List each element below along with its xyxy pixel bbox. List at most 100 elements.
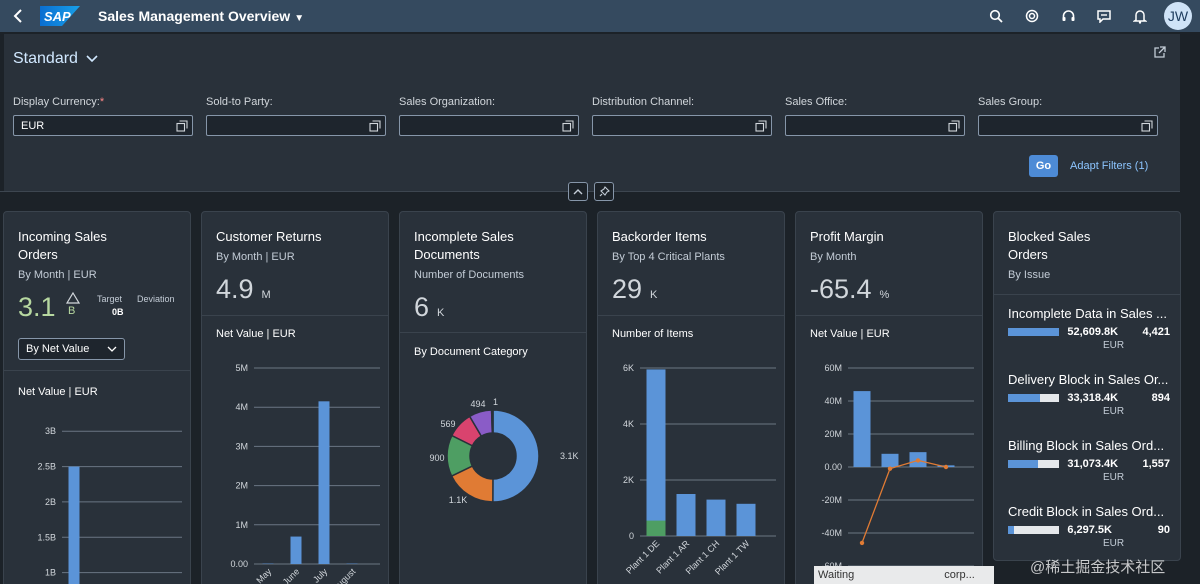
y-tick-label: 1M bbox=[235, 520, 248, 530]
bar-highlight bbox=[646, 520, 666, 536]
value-help-icon[interactable] bbox=[369, 119, 381, 132]
view-switch-dropdown[interactable]: By Net Value bbox=[18, 338, 125, 360]
bar bbox=[736, 503, 756, 536]
card-incomplete-sales-documents[interactable]: Incomplete Sales Documents Number of Doc… bbox=[399, 211, 587, 584]
returns-bar-chart: 5M 4M 3M 2M 1M 0.00 May June July August bbox=[230, 363, 380, 584]
card-blocked-sales-orders[interactable]: Blocked Sales Orders By Issue Incomplete… bbox=[993, 211, 1181, 561]
card-subtitle: By Issue bbox=[1008, 269, 1051, 281]
bar bbox=[646, 369, 666, 536]
blocked-bar bbox=[1008, 394, 1060, 402]
blocked-issue-name: Incomplete Data in Sales ... bbox=[1008, 306, 1167, 321]
blocked-list-item[interactable]: Delivery Block in Sales Or... 33,318.4K 89… bbox=[1008, 372, 1170, 417]
kpi-indicator: B bbox=[68, 305, 76, 317]
y-tick-label: 5M bbox=[235, 363, 248, 373]
pin-header-button[interactable] bbox=[594, 182, 614, 201]
bar bbox=[318, 401, 330, 564]
value-help-icon[interactable] bbox=[948, 119, 960, 132]
kpi-value-group: -65.4% bbox=[810, 274, 889, 305]
blocked-currency: EUR bbox=[1103, 472, 1125, 483]
status-bar: Waiting corp... bbox=[814, 566, 994, 584]
filter-label: Sold-to Party: bbox=[206, 96, 399, 108]
y-tick-label: 2M bbox=[235, 481, 248, 491]
chevron-up-icon bbox=[573, 189, 583, 195]
kpi-value-group: 29 K bbox=[612, 274, 657, 305]
card-subtitle: By Month bbox=[810, 251, 857, 263]
x-tick-label: August bbox=[331, 566, 358, 584]
y-tick-label: 40M bbox=[824, 396, 842, 406]
blocked-list-item[interactable]: Billing Block in Sales Ord... 31,073.4K 1,… bbox=[1008, 438, 1170, 483]
blocked-list-item[interactable]: Incomplete Data in Sales ... 52,609.8K 4,4… bbox=[1008, 306, 1170, 351]
card-title: Incoming Sales Orders bbox=[18, 229, 107, 262]
blocked-amount: 6,297.5K bbox=[1067, 524, 1112, 536]
adapt-filters-link[interactable]: Adapt Filters (1) bbox=[1070, 160, 1149, 172]
blocked-list-item[interactable]: Credit Block in Sales Ord... 6,297.5K 90 EU… bbox=[1008, 504, 1170, 549]
collapse-header-button[interactable] bbox=[568, 182, 588, 201]
feedback-button[interactable] bbox=[1086, 0, 1122, 32]
chart-title: Net Value | EUR bbox=[18, 386, 98, 398]
value-help-icon[interactable] bbox=[562, 119, 574, 132]
incoming-bar-chart: 3B 2.5B 2B 1.5B 1B bbox=[37, 426, 182, 584]
required-marker: * bbox=[99, 96, 105, 108]
filter-input[interactable]: EUR bbox=[13, 115, 193, 136]
watermark: @稀土掘金技术社区 bbox=[1030, 559, 1166, 576]
filter-label: Sales Office: bbox=[785, 96, 978, 108]
filter-input[interactable] bbox=[592, 115, 772, 136]
chevron-down-icon bbox=[107, 346, 117, 352]
filter-label-text: Sales Organization: bbox=[399, 96, 495, 108]
help-button[interactable] bbox=[1050, 0, 1086, 32]
y-tick-label: 20M bbox=[824, 429, 842, 439]
kpi-unit: M bbox=[261, 289, 271, 301]
value-help-icon[interactable] bbox=[176, 119, 188, 132]
blocked-bar-fill bbox=[1008, 328, 1060, 336]
card-incoming-sales-orders[interactable]: Incoming Sales Orders By Month | EUR 3.1… bbox=[3, 211, 191, 584]
back-button[interactable] bbox=[0, 0, 36, 32]
blocked-count: 1,557 bbox=[1142, 458, 1170, 470]
filter-input[interactable] bbox=[399, 115, 579, 136]
y-tick-label: 60M bbox=[824, 363, 842, 373]
kpi-value-group: 4.9 M bbox=[216, 274, 271, 305]
variant-selector[interactable]: Standard bbox=[13, 50, 98, 68]
filter-input[interactable] bbox=[206, 115, 386, 136]
go-button[interactable]: Go bbox=[1029, 155, 1058, 177]
filter-input[interactable] bbox=[978, 115, 1158, 136]
slice-label: 900 bbox=[429, 453, 444, 463]
chart-title: Net Value | EUR bbox=[216, 328, 296, 340]
donut-slice bbox=[490, 409, 494, 434]
blocked-amount: 33,318.4K bbox=[1067, 392, 1119, 404]
card-separator bbox=[202, 315, 388, 316]
shell-bar: SAP Sales Management Overview ▼ JW bbox=[0, 0, 1200, 32]
sap-logo[interactable]: SAP bbox=[40, 6, 80, 26]
value-help-icon[interactable] bbox=[755, 119, 767, 132]
y-tick-label: -20M bbox=[821, 495, 842, 505]
profit-line-point bbox=[943, 464, 949, 470]
search-button[interactable] bbox=[978, 0, 1014, 32]
blocked-count: 90 bbox=[1157, 524, 1170, 536]
filter-label: Display Currency:* bbox=[13, 96, 206, 108]
status-host: corp... bbox=[944, 569, 975, 581]
kpi-unit: K bbox=[437, 307, 445, 319]
app-title-menu[interactable]: Sales Management Overview ▼ bbox=[98, 8, 304, 24]
filter-input[interactable] bbox=[785, 115, 965, 136]
filter-field: Sales Office: bbox=[785, 96, 978, 136]
chart-title: By Document Category bbox=[414, 346, 528, 358]
card-customer-returns[interactable]: Customer Returns By Month | EUR 4.9 M Net… bbox=[201, 211, 389, 584]
card-backorder-items[interactable]: Backorder Items By Top 4 Critical Plants… bbox=[597, 211, 785, 584]
user-avatar[interactable]: JW bbox=[1164, 2, 1192, 30]
chart-title: Net Value | EUR bbox=[810, 328, 890, 340]
kpi-value: 4.9 bbox=[216, 274, 254, 304]
bar bbox=[881, 453, 899, 467]
notifications-button[interactable] bbox=[1122, 0, 1158, 32]
value-help-icon[interactable] bbox=[1141, 119, 1153, 132]
card-profit-margin[interactable]: Profit Margin By Month -65.4% Net Value … bbox=[795, 211, 983, 584]
blocked-bar-fill bbox=[1008, 460, 1039, 468]
card-title: Customer Returns bbox=[216, 229, 322, 244]
card-title: Incomplete Sales Documents bbox=[414, 229, 514, 262]
card-subtitle: By Month | EUR bbox=[18, 269, 97, 281]
joule-button[interactable] bbox=[1014, 0, 1050, 32]
share-button[interactable] bbox=[1153, 46, 1166, 64]
x-tick-label: June bbox=[281, 566, 302, 584]
chevron-left-icon bbox=[13, 9, 22, 23]
blocked-amount: 31,073.4K bbox=[1067, 458, 1119, 470]
